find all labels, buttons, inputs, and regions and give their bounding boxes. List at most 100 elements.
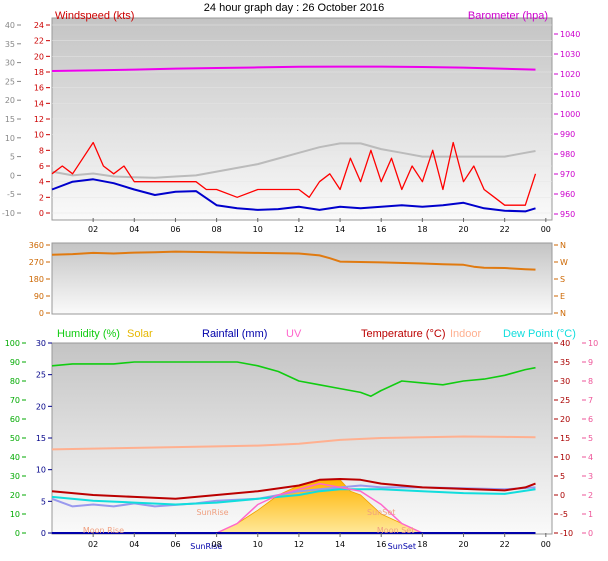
x-tick-label: 04: [129, 540, 139, 549]
uv-tick-label: 7: [588, 396, 593, 405]
x-tick-label: 08: [212, 540, 222, 549]
uv-tick-label: 10: [588, 339, 598, 348]
x-tick-label: 06: [170, 540, 180, 549]
windspeed-tick-label: 12: [34, 115, 44, 124]
windspeed-tick-label: 14: [34, 99, 44, 108]
legend-entry: Rainfall (mm): [202, 328, 267, 340]
moon-rise-label: Moon Rise: [83, 526, 124, 535]
temperature-tick-label: 20: [560, 415, 570, 424]
aux-tick-label: 10: [5, 134, 15, 143]
humidity-tick-label: 0: [15, 529, 20, 538]
legend-entry: Indoor: [450, 328, 482, 340]
humidity-tick-label: 90: [10, 358, 20, 367]
compass-tick-label: S: [560, 275, 565, 284]
sunset-axis-label: SunSet: [388, 542, 416, 551]
uv-tick-label: 1: [588, 510, 593, 519]
legend-entry: Humidity (%): [57, 328, 120, 340]
x-tick-label: 00: [541, 225, 551, 234]
windspeed-tick-label: 6: [39, 162, 44, 171]
aux-tick-label: 35: [5, 40, 15, 49]
uv-tick-label: 0: [588, 529, 593, 538]
direction-tick-label: 360: [29, 241, 44, 250]
barometer-tick-label: 990: [560, 130, 575, 139]
x-tick-label: 14: [335, 225, 345, 234]
windspeed-tick-label: 10: [34, 131, 44, 140]
x-tick-label: 18: [417, 225, 427, 234]
compass-tick-label: N: [560, 309, 566, 318]
humidity-tick-label: 10: [10, 510, 20, 519]
uv-tick-label: 8: [588, 377, 593, 386]
x-tick-label: 16: [376, 225, 386, 234]
windspeed-tick-label: 8: [39, 146, 44, 155]
temperature-tick-label: 15: [560, 434, 570, 443]
uv-tick-label: 3: [588, 472, 593, 481]
temperature-tick-label: -10: [560, 529, 573, 538]
x-tick-label: 04: [129, 225, 139, 234]
barometer-axis-label: Barometer (hpa): [468, 10, 548, 22]
x-tick-label: 02: [88, 540, 98, 549]
x-tick-label: 00: [541, 540, 551, 549]
temperature-tick-label: 35: [560, 358, 570, 367]
temperature-tick-label: 40: [560, 339, 570, 348]
legend-entry: UV: [286, 328, 302, 340]
humidity-tick-label: 50: [10, 434, 20, 443]
temperature-line: [51, 478, 536, 500]
page-title: 24 hour graph day : 26 October 2016: [204, 2, 384, 14]
rainfall-tick-label: 15: [36, 434, 46, 443]
barometer-tick-label: 980: [560, 150, 575, 159]
dew-point-line: [51, 488, 536, 506]
barometer-tick-label: 970: [560, 170, 575, 179]
uv-line: [216, 482, 423, 534]
uv-tick-label: 2: [588, 491, 593, 500]
barometer-tick-label: 1040: [560, 30, 580, 39]
windspeed-tick-label: 18: [34, 68, 44, 77]
x-tick-label: 12: [294, 225, 304, 234]
direction-tick-label: 0: [39, 309, 44, 318]
barometer-tick-label: 950: [560, 210, 575, 219]
moon-set-label: Moon Set: [377, 526, 414, 535]
windspeed-tick-label: 2: [39, 193, 44, 202]
humidity-line: [51, 361, 536, 398]
sunrise-label: SunRise: [196, 508, 228, 517]
humidity-tick-label: 60: [10, 415, 20, 424]
legend-entry: Temperature (°C): [361, 328, 445, 340]
grey-trend-line: [51, 142, 536, 179]
x-tick-label: 22: [500, 540, 510, 549]
temperature-tick-label: 5: [560, 472, 565, 481]
barometer-tick-label: 1000: [560, 110, 580, 119]
x-tick-label: 18: [417, 540, 427, 549]
windspeed-tick-label: 20: [34, 52, 44, 61]
uv-tick-label: 6: [588, 415, 593, 424]
x-tick-label: 08: [212, 225, 222, 234]
barometer-line: [51, 65, 536, 72]
x-tick-label: 16: [376, 540, 386, 549]
wind-direction-line: [51, 250, 536, 271]
aux-tick-label: 5: [10, 153, 15, 162]
wind-average-line: [51, 178, 536, 213]
humidity-tick-label: 70: [10, 396, 20, 405]
aux-tick-label: -10: [2, 209, 15, 218]
aux-tick-label: 30: [5, 59, 15, 68]
x-tick-label: 12: [294, 540, 304, 549]
uv-tick-label: 5: [588, 434, 593, 443]
legend-entry: Dew Point (°C): [503, 328, 576, 340]
compass-tick-label: N: [560, 241, 566, 250]
barometer-tick-label: 1010: [560, 90, 580, 99]
humidity-tick-label: 100: [5, 339, 20, 348]
temperature-tick-label: 25: [560, 396, 570, 405]
x-tick-label: 10: [253, 540, 263, 549]
legend-entry: Solar: [127, 328, 153, 340]
sunrise-axis-label: SunRise: [190, 542, 222, 551]
temperature-tick-label: 10: [560, 453, 570, 462]
wind-gust-line: [51, 141, 537, 206]
x-tick-label: 20: [458, 540, 468, 549]
humidity-tick-label: 40: [10, 453, 20, 462]
compass-tick-label: W: [560, 258, 568, 267]
x-tick-label: 06: [170, 225, 180, 234]
rainfall-tick-label: 10: [36, 466, 46, 475]
windspeed-axis-label: Windspeed (kts): [55, 10, 134, 22]
temperature-tick-label: -5: [560, 510, 568, 519]
x-tick-label: 20: [458, 225, 468, 234]
x-tick-label: 14: [335, 540, 345, 549]
